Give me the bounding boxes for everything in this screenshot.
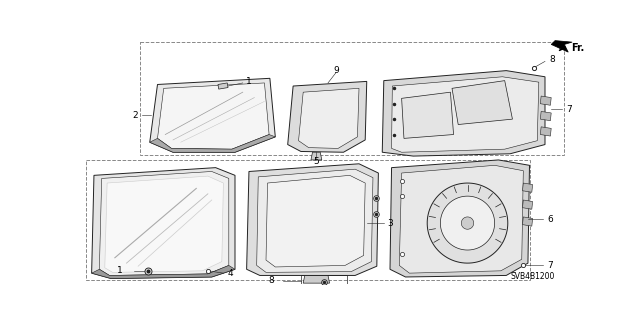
Polygon shape [392,77,539,152]
Text: 3: 3 [388,219,394,227]
Polygon shape [390,160,529,277]
Text: 2: 2 [132,111,138,120]
Polygon shape [402,92,454,138]
Polygon shape [150,135,275,152]
Polygon shape [428,183,508,263]
Polygon shape [150,78,275,152]
Polygon shape [540,96,551,105]
Text: Fr.: Fr. [572,42,584,53]
Polygon shape [382,70,545,156]
Polygon shape [540,127,551,136]
Polygon shape [92,265,235,278]
Polygon shape [218,83,228,89]
Polygon shape [522,183,532,192]
Polygon shape [452,81,513,124]
Polygon shape [105,176,223,272]
Polygon shape [440,196,495,250]
Text: 7: 7 [566,105,572,114]
Polygon shape [92,168,235,278]
Polygon shape [99,172,229,275]
Text: 8: 8 [549,55,555,64]
Text: 1: 1 [117,266,123,275]
Polygon shape [157,83,269,149]
Text: 6: 6 [547,215,553,224]
Polygon shape [522,217,532,226]
Text: 7: 7 [547,261,553,270]
Polygon shape [257,169,373,272]
Polygon shape [311,152,322,160]
Polygon shape [266,175,365,267]
Polygon shape [551,41,572,52]
Bar [301,275,348,286]
Polygon shape [298,88,359,148]
Polygon shape [540,111,551,121]
Text: 9: 9 [333,66,339,75]
Polygon shape [522,200,532,209]
Text: 4: 4 [227,269,233,278]
Polygon shape [303,275,330,283]
Polygon shape [288,81,367,152]
Text: 1: 1 [246,77,252,86]
Text: 8: 8 [268,276,274,285]
Polygon shape [246,164,378,275]
Polygon shape [461,217,474,229]
Text: 5: 5 [314,157,319,166]
Text: SVB4B1200: SVB4B1200 [510,272,554,281]
Polygon shape [399,165,524,273]
